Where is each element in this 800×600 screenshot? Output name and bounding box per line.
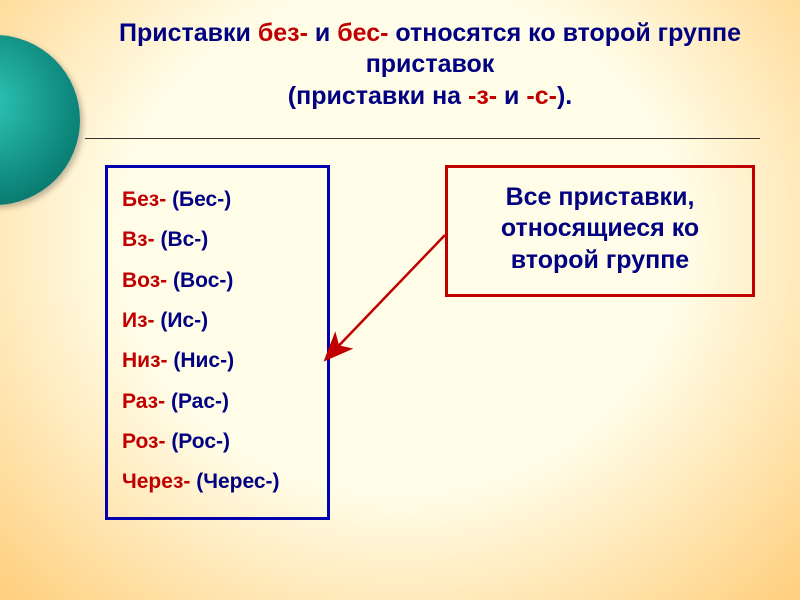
- title-highlight-1: без-: [258, 19, 308, 47]
- prefix-s: (Рас-): [171, 390, 229, 413]
- title-highlight-3: -з-: [468, 82, 497, 110]
- title-highlight-4: -с-: [526, 82, 557, 110]
- prefix-s: (Бес-): [172, 188, 231, 211]
- prefix-z: Раз-: [122, 390, 165, 413]
- prefix-s: (Ис-): [160, 309, 208, 332]
- title-text-4: (приставки на: [288, 82, 468, 110]
- title-text-6: ).: [557, 82, 572, 110]
- prefix-z: Роз-: [122, 430, 165, 453]
- prefix-s: (Черес-): [196, 470, 279, 493]
- prefix-s: (Вос-): [173, 269, 233, 292]
- list-item: Воз- (Вос-): [122, 261, 313, 301]
- prefix-z: Из-: [122, 309, 155, 332]
- prefix-s: (Нис-): [173, 349, 234, 372]
- prefix-z: Через-: [122, 470, 190, 493]
- prefix-list-box: Без- (Бес-) Вз- (Вс-) Воз- (Вос-) Из- (И…: [105, 165, 330, 520]
- list-item: Роз- (Рос-): [122, 422, 313, 462]
- prefix-z: Воз-: [122, 269, 167, 292]
- title-text-1: Приставки: [119, 19, 258, 47]
- list-item: Через- (Черес-): [122, 462, 313, 502]
- list-item: Вз- (Вс-): [122, 220, 313, 260]
- title-text-3: относятся ко второй группе приставок: [366, 19, 741, 78]
- title-underline: [85, 138, 760, 139]
- title-text-2: и: [308, 19, 337, 47]
- prefix-z: Низ-: [122, 349, 168, 372]
- slide-title: Приставки без- и бес- относятся ко второ…: [100, 18, 760, 112]
- title-text-5: и: [497, 82, 526, 110]
- list-item: Из- (Ис-): [122, 301, 313, 341]
- prefix-z: Без-: [122, 188, 166, 211]
- list-item: Без- (Бес-): [122, 180, 313, 220]
- title-highlight-2: бес-: [337, 19, 388, 47]
- summary-text: Все приставки, относящиеся ко второй гру…: [501, 183, 699, 274]
- prefix-s: (Рос-): [171, 430, 230, 453]
- summary-box: Все приставки, относящиеся ко второй гру…: [445, 165, 755, 297]
- decorative-circle: [0, 35, 80, 205]
- prefix-s: (Вс-): [160, 228, 208, 251]
- list-item: Низ- (Нис-): [122, 341, 313, 381]
- list-item: Раз- (Рас-): [122, 382, 313, 422]
- prefix-z: Вз-: [122, 228, 155, 251]
